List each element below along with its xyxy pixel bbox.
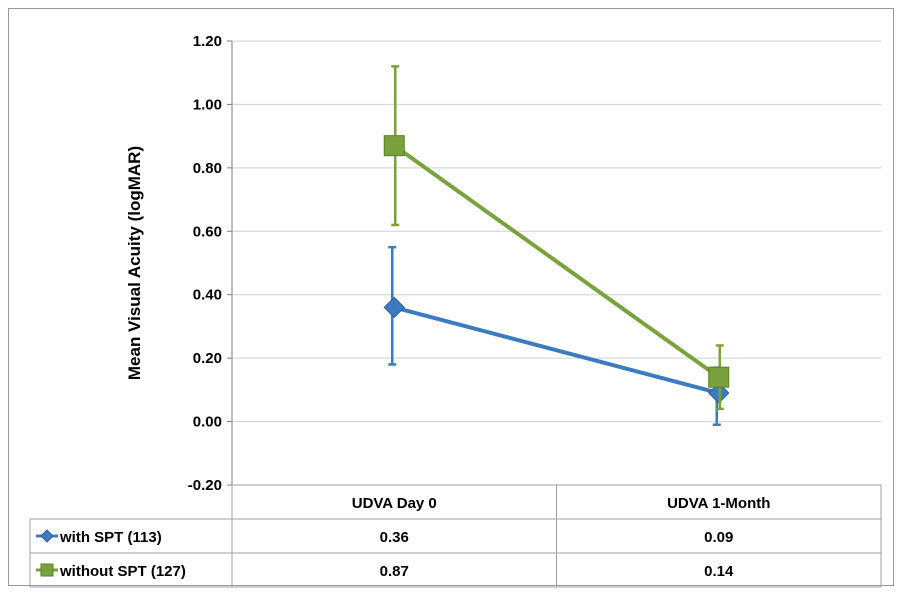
square-marker	[40, 563, 54, 577]
series-layer	[383, 65, 730, 426]
data-table-value: 0.14	[704, 563, 734, 580]
legend-label: without SPT (127)	[59, 563, 186, 580]
diamond-marker	[40, 529, 54, 543]
data-table-value: 0.87	[380, 563, 409, 580]
series-line	[393, 305, 720, 395]
data-table-value: 0.36	[380, 529, 409, 546]
x-category-label: UDVA Day 0	[352, 495, 437, 512]
y-axis-ticks: 1.20 1.00 0.80 0.60 0.40 0.20 0.00 -0.20	[188, 33, 222, 494]
y-tick-label: 1.20	[193, 33, 222, 50]
x-category-label: UDVA 1-Month	[667, 495, 770, 512]
y-tick-label: 0.20	[193, 350, 222, 367]
y-tick-label: 0.40	[193, 287, 222, 304]
legend-entry: without SPT (127)	[36, 563, 186, 580]
y-tick-label: 0.80	[193, 160, 222, 177]
series-with-spt	[383, 245, 730, 426]
diamond-marker	[383, 296, 405, 319]
y-tick-label: 0.60	[193, 223, 222, 240]
gridlines	[232, 40, 881, 423]
y-tick-label: 0.00	[193, 414, 222, 431]
legend-label: with SPT (113)	[59, 529, 162, 546]
y-axis-label: Mean Visual Acuity (logMAR)	[125, 146, 144, 380]
legend-entry: with SPT (113)	[36, 529, 162, 546]
series-line	[393, 144, 720, 379]
series-without-spt	[383, 65, 730, 411]
data-table-value: 0.09	[704, 529, 733, 546]
y-tick-label: -0.20	[188, 477, 222, 494]
data-table-grid	[29, 484, 882, 588]
square-marker	[383, 135, 405, 157]
data-table: with SPT (113) 0.36 0.09 without SPT (127) 0…	[36, 529, 734, 580]
category-labels: UDVA Day 0 UDVA 1-Month	[352, 495, 771, 512]
square-marker	[708, 366, 730, 388]
y-tick-label: 1.00	[193, 96, 222, 113]
axes	[227, 40, 233, 486]
